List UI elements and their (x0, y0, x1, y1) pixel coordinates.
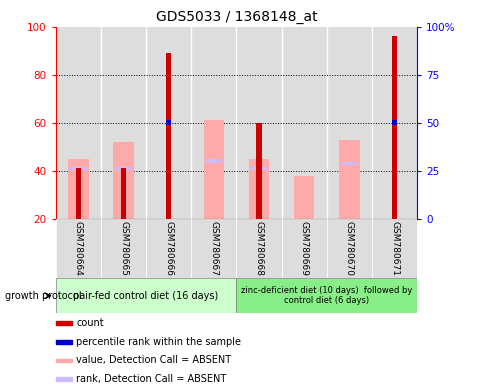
Bar (56, 359, 72, 362)
Text: rank, Detection Call = ABSENT: rank, Detection Call = ABSENT (76, 374, 226, 384)
Bar (250, 167, 267, 170)
Bar (166, 53, 171, 219)
Bar (56, 340, 72, 344)
FancyBboxPatch shape (236, 219, 281, 278)
Bar (101, 27, 146, 219)
Text: GSM780671: GSM780671 (389, 221, 398, 276)
Text: GSM780669: GSM780669 (299, 221, 308, 276)
Bar (146, 27, 191, 219)
FancyBboxPatch shape (236, 278, 416, 313)
Bar (56, 27, 101, 219)
Bar (236, 27, 281, 219)
Bar (68, 159, 89, 219)
Text: GSM780664: GSM780664 (74, 221, 83, 276)
FancyBboxPatch shape (56, 278, 236, 313)
Bar (256, 123, 261, 219)
Text: zinc-deficient diet (10 days)  followed by
control diet (6 days): zinc-deficient diet (10 days) followed b… (241, 286, 411, 305)
FancyBboxPatch shape (281, 219, 326, 278)
Bar (293, 176, 314, 219)
Bar (166, 121, 171, 125)
FancyBboxPatch shape (326, 219, 371, 278)
Text: percentile rank within the sample: percentile rank within the sample (76, 337, 241, 347)
FancyBboxPatch shape (56, 219, 101, 278)
Bar (191, 27, 236, 219)
Bar (113, 142, 134, 219)
Bar (281, 27, 326, 219)
Bar (121, 169, 126, 219)
Bar (56, 321, 72, 325)
Bar (338, 140, 359, 219)
FancyBboxPatch shape (191, 219, 236, 278)
Text: value, Detection Call = ABSENT: value, Detection Call = ABSENT (76, 356, 231, 366)
Text: GSM780670: GSM780670 (344, 221, 353, 276)
Bar (391, 36, 396, 219)
FancyBboxPatch shape (146, 219, 191, 278)
Text: count: count (76, 318, 104, 328)
Text: GSM780667: GSM780667 (209, 221, 218, 276)
FancyBboxPatch shape (101, 219, 146, 278)
Title: GDS5033 / 1368148_at: GDS5033 / 1368148_at (155, 10, 317, 25)
FancyBboxPatch shape (371, 219, 416, 278)
Bar (340, 162, 357, 166)
Bar (115, 167, 132, 170)
Bar (326, 27, 371, 219)
Text: GSM780668: GSM780668 (254, 221, 263, 276)
Text: GSM780665: GSM780665 (119, 221, 128, 276)
Text: pair-fed control diet (16 days): pair-fed control diet (16 days) (74, 291, 218, 301)
Bar (56, 377, 72, 381)
Bar (205, 159, 222, 163)
Bar (371, 27, 416, 219)
Bar (203, 121, 224, 219)
Bar (391, 121, 396, 125)
Text: GSM780666: GSM780666 (164, 221, 173, 276)
Text: growth protocol: growth protocol (5, 291, 81, 301)
Bar (76, 169, 81, 219)
Bar (248, 159, 269, 219)
Bar (70, 167, 87, 170)
